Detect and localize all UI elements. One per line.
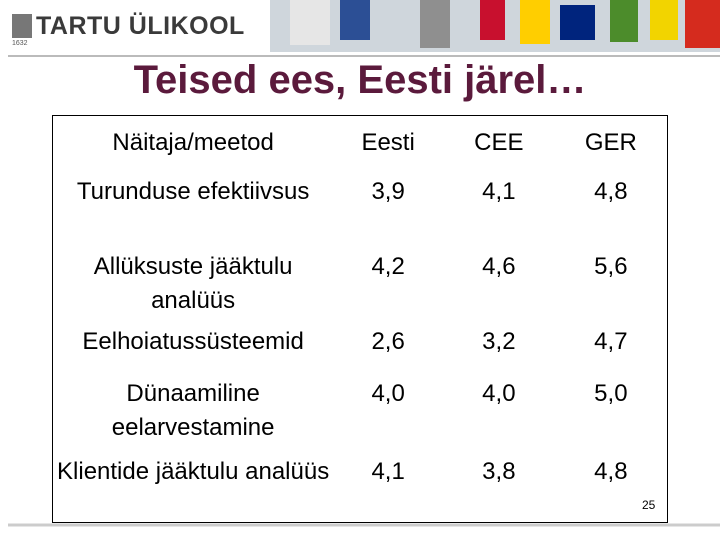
row-label: Klientide jääktulu analüüs (57, 457, 330, 485)
logo-year: 1632 (12, 40, 28, 47)
flag (610, 0, 638, 42)
cell-value: 4,6 (482, 252, 516, 280)
flag (290, 0, 330, 45)
cell-value: 5,6 (594, 252, 628, 280)
column-header: Näitaja/meetod (112, 129, 274, 157)
cell-value: 4,1 (371, 457, 405, 485)
footer-rule (8, 523, 720, 527)
table-row: Allüksuste jääktulu analüüs 4,2 4,6 5,6 (53, 246, 668, 321)
row-label: Eelhoiatussüsteemid (82, 327, 304, 355)
data-table: Näitaja/meetod Eesti CEE GER Turunduse efek… (52, 115, 668, 523)
cell-value: 3,9 (371, 177, 405, 205)
cell-value: 3,2 (482, 327, 516, 355)
slide-title: Teised ees, Eesti järel… (133, 58, 587, 102)
cell-value: 4,0 (482, 379, 516, 407)
cell-value: 4,8 (594, 177, 628, 205)
column-header: GER (584, 129, 637, 157)
column-header: CEE (474, 129, 524, 157)
table-row: Dünaamiline eelarvestamine 4,0 4,0 5,0 (53, 373, 668, 451)
header-graphics (8, 0, 720, 57)
cell-value: 4,8 (594, 457, 628, 485)
flag (685, 0, 720, 48)
cell-value: 3,8 (482, 457, 516, 485)
cell-value: 2,6 (371, 327, 405, 355)
table-row: Klientide jääktulu analüüs 4,1 3,8 4,8 (53, 451, 668, 523)
cell-value: 4,1 (482, 177, 516, 205)
flag (340, 0, 370, 40)
flag (650, 0, 678, 40)
flag (480, 0, 505, 40)
column-header: Eesti (361, 129, 415, 157)
row-label: Dünaamiline eelarvestamine (111, 379, 275, 441)
cell-value: 4,0 (371, 379, 405, 407)
flag (560, 5, 595, 40)
cell-value: 5,0 (594, 379, 628, 407)
row-label: Turunduse efektiivsus (76, 177, 310, 205)
row-label: Allüksuste jääktulu analüüs (93, 252, 293, 314)
cell-value: 4,7 (594, 327, 628, 355)
table-row: Eelhoiatussüsteemid 2,6 3,2 4,7 (53, 321, 668, 373)
building (420, 0, 450, 48)
page-number: 25 (642, 498, 656, 512)
table-row: Turunduse efektiivsus 3,9 4,1 4,8 (53, 171, 668, 246)
flag (520, 0, 550, 44)
logo-emblem (12, 14, 32, 38)
cell-value: 4,2 (371, 252, 405, 280)
logo-text: TARTU ÜLIKOOL (36, 12, 245, 40)
